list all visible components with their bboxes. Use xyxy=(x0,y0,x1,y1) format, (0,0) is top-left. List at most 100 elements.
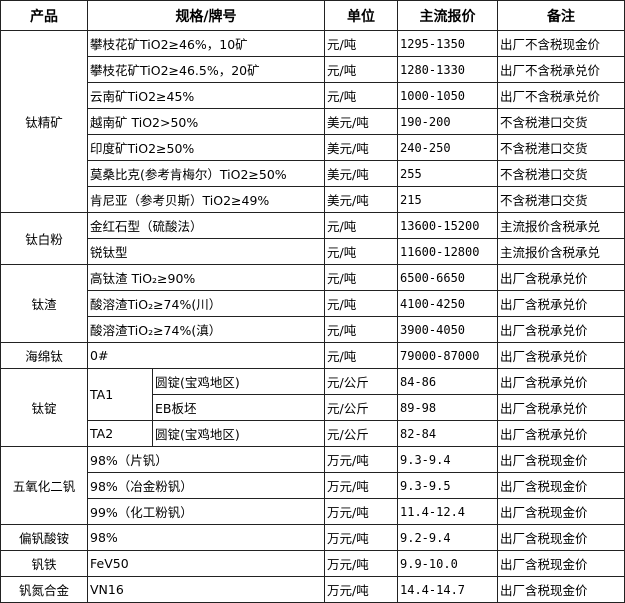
note-cell: 出厂不含税现金价 xyxy=(497,30,625,57)
spec-cell: 98% xyxy=(87,524,325,551)
price-cell: 255 xyxy=(397,160,498,187)
table-row: 肯尼亚（参考贝斯）TiO2≥49% 美元/吨 215 不含税港口交货 xyxy=(1,186,625,213)
price-cell: 89-98 xyxy=(397,394,498,421)
note-cell: 出厂含税承兑价 xyxy=(497,264,625,291)
price-cell: 1280-1330 xyxy=(397,56,498,83)
unit-cell: 美元/吨 xyxy=(324,134,398,161)
note-cell: 出厂含税现金价 xyxy=(497,550,625,577)
table-row: 钛锭 TA1 圆锭(宝鸡地区) 元/公斤 84-86 出厂含税承兑价 xyxy=(0,368,625,447)
spec-cell: 98%（片钒） xyxy=(87,446,325,473)
spec-cell: 攀枝花矿TiO2≥46.5%，20矿 xyxy=(87,56,325,83)
price-cell: 9.3-9.4 xyxy=(397,446,498,473)
note-cell: 出厂含税承兑价 xyxy=(497,368,625,395)
table-row: 偏钒酸铵 98% 万元/吨 9.2-9.4 出厂含税现金价 xyxy=(0,524,625,551)
spec-cell: EB板坯 xyxy=(152,394,325,421)
table-row: 印度矿TiO2≥50% 美元/吨 240-250 不含税港口交货 xyxy=(1,134,625,161)
unit-cell: 美元/吨 xyxy=(324,160,398,187)
spec-cell: 越南矿 TiO2>50% xyxy=(87,108,325,135)
spec-cell: 高钛渣 TiO₂≥90% xyxy=(87,264,325,291)
spec-cell: 圆锭(宝鸡地区) xyxy=(152,420,325,447)
grade-cell: TA2 xyxy=(87,420,153,447)
price-cell: 1000-1050 xyxy=(397,82,498,109)
spec-cell: 攀枝花矿TiO2≥46%，10矿 xyxy=(87,30,325,57)
unit-cell: 元/吨 xyxy=(324,316,398,343)
table-row: 钒铁 FeV50 万元/吨 9.9-10.0 出厂含税现金价 xyxy=(0,550,625,577)
note-cell: 出厂含税承兑价 xyxy=(497,420,625,447)
note-cell: 不含税港口交货 xyxy=(497,186,625,213)
unit-cell: 万元/吨 xyxy=(324,524,398,551)
unit-cell: 美元/吨 xyxy=(324,108,398,135)
price-cell: 1295-1350 xyxy=(397,30,498,57)
table-row: 锐钛型 元/吨 11600-12800 主流报价含税承兑 xyxy=(1,238,625,265)
product-cell: 五氧化二钒 xyxy=(0,446,88,525)
product-cell: 钛白粉 xyxy=(0,212,88,265)
header-product: 产品 xyxy=(0,0,88,31)
note-cell: 主流报价含税承兑 xyxy=(497,238,625,265)
price-cell: 84-86 xyxy=(397,368,498,395)
spec-cell: 肯尼亚（参考贝斯）TiO2≥49% xyxy=(87,186,325,213)
note-cell: 出厂不含税承兑价 xyxy=(497,56,625,83)
price-cell: 9.3-9.5 xyxy=(397,472,498,499)
spec-cell: FeV50 xyxy=(87,550,325,577)
price-cell: 3900-4050 xyxy=(397,316,498,343)
table-body: 钛精矿 攀枝花矿TiO2≥46%，10矿 元/吨 1295-1350 出厂不含税现金价攀… xyxy=(0,30,625,603)
note-cell: 出厂含税承兑价 xyxy=(497,342,625,369)
table-row: 酸溶渣TiO₂≥74%(川） 元/吨 4100-4250 出厂含税承兑价 xyxy=(1,290,625,317)
unit-cell: 元/吨 xyxy=(324,290,398,317)
unit-cell: 元/吨 xyxy=(324,212,398,239)
unit-cell: 万元/吨 xyxy=(324,472,398,499)
note-cell: 不含税港口交货 xyxy=(497,134,625,161)
price-cell: 190-200 xyxy=(397,108,498,135)
product-cell: 海绵钛 xyxy=(0,342,88,369)
spec-cell: 98%（冶金粉钒） xyxy=(87,472,325,499)
table-row: 莫桑比克(参考肯梅尔）TiO2≥50% 美元/吨 255 不含税港口交货 xyxy=(1,160,625,187)
note-cell: 出厂含税现金价 xyxy=(497,498,625,525)
table-row: TA2 圆锭(宝鸡地区) 元/公斤 82-84 出厂含税承兑价 xyxy=(1,420,625,447)
table-row: 钛精矿 攀枝花矿TiO2≥46%，10矿 元/吨 1295-1350 出厂不含税现金价 xyxy=(0,30,625,213)
unit-cell: 元/吨 xyxy=(324,56,398,83)
header-row: 产品 规格/牌号 单位 主流报价 备注 xyxy=(0,0,625,31)
unit-cell: 元/公斤 xyxy=(324,368,398,395)
header-spec: 规格/牌号 xyxy=(87,0,325,31)
table-row: 越南矿 TiO2>50% 美元/吨 190-200 不含税港口交货 xyxy=(1,108,625,135)
unit-cell: 元/公斤 xyxy=(324,420,398,447)
note-cell: 不含税港口交货 xyxy=(497,108,625,135)
price-cell: 79000-87000 xyxy=(397,342,498,369)
header-unit: 单位 xyxy=(324,0,398,31)
price-cell: 82-84 xyxy=(397,420,498,447)
note-cell: 出厂含税承兑价 xyxy=(497,394,625,421)
product-cell: 钛渣 xyxy=(0,264,88,343)
spec-cell: 酸溶渣TiO₂≥74%(川） xyxy=(87,290,325,317)
spec-cell: 圆锭(宝鸡地区) xyxy=(152,368,325,395)
unit-cell: 元/吨 xyxy=(324,238,398,265)
note-cell: 出厂含税现金价 xyxy=(497,472,625,499)
spec-cell: 金红石型（硫酸法） xyxy=(87,212,325,239)
product-cell: 钒铁 xyxy=(0,550,88,577)
price-cell: 240-250 xyxy=(397,134,498,161)
table-row: 海绵钛 0# 元/吨 79000-87000 出厂含税承兑价 xyxy=(0,342,625,369)
price-cell: 9.2-9.4 xyxy=(397,524,498,551)
price-cell: 11600-12800 xyxy=(397,238,498,265)
spec-cell: 酸溶渣TiO₂≥74%(滇） xyxy=(87,316,325,343)
table-row: 酸溶渣TiO₂≥74%(滇） 元/吨 3900-4050 出厂含税承兑价 xyxy=(1,316,625,343)
spec-cell: 锐钛型 xyxy=(87,238,325,265)
unit-cell: 元/吨 xyxy=(324,82,398,109)
table-row: 98%（冶金粉钒） 万元/吨 9.3-9.5 出厂含税现金价 xyxy=(1,472,625,499)
product-cell: 钛精矿 xyxy=(0,30,88,213)
table-row: 钛渣 高钛渣 TiO₂≥90% 元/吨 6500-6650 出厂含税承兑价 xyxy=(0,264,625,343)
unit-cell: 元/吨 xyxy=(324,264,398,291)
note-cell: 不含税港口交货 xyxy=(497,160,625,187)
price-cell: 9.9-10.0 xyxy=(397,550,498,577)
unit-cell: 元/公斤 xyxy=(324,394,398,421)
note-cell: 出厂含税现金价 xyxy=(497,446,625,473)
header-note: 备注 xyxy=(497,0,625,31)
spec-cell: 云南矿TiO2≥45% xyxy=(87,82,325,109)
table-row: 钛白粉 金红石型（硫酸法） 元/吨 13600-15200 主流报价含税承兑 xyxy=(0,212,625,265)
spec-cell: 0# xyxy=(87,342,325,369)
table-row: EB板坯 元/公斤 89-98 出厂含税承兑价 xyxy=(1,394,625,421)
spec-cell: 莫桑比克(参考肯梅尔）TiO2≥50% xyxy=(87,160,325,187)
price-cell: 6500-6650 xyxy=(397,264,498,291)
unit-cell: 万元/吨 xyxy=(324,498,398,525)
unit-cell: 元/吨 xyxy=(324,342,398,369)
